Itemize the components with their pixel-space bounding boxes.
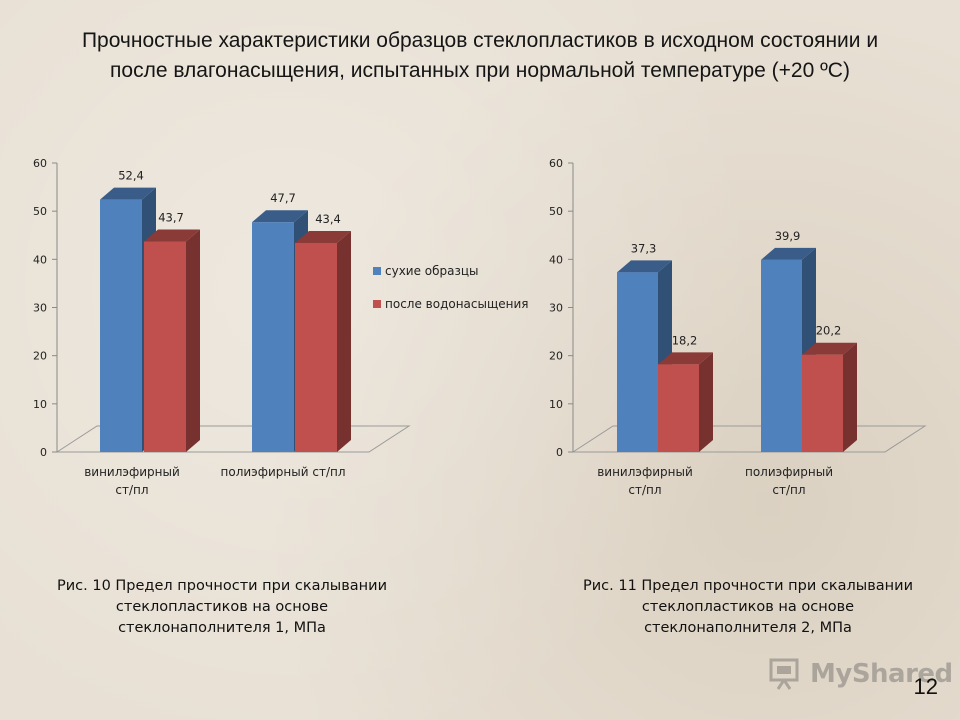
caption-line: стеклонаполнителя 1, МПа bbox=[118, 620, 326, 636]
category-label: винилэфирный ст/пл bbox=[84, 465, 180, 497]
presentation-icon bbox=[769, 658, 799, 690]
caption-line: стеклонаполнителя 2, МПа bbox=[644, 620, 852, 636]
legend-label: сухие образцы bbox=[385, 264, 479, 278]
category-label-line: полиэфирный bbox=[745, 465, 833, 479]
caption-line: стеклопластиков на основе bbox=[641, 599, 855, 615]
caption-line: Рис. 10 Предел прочности при скалывании bbox=[56, 578, 387, 594]
data-label: 43,7 bbox=[158, 211, 184, 225]
bar bbox=[658, 364, 699, 452]
category-label-line: винилэфирный bbox=[597, 465, 693, 479]
y-tick-label: 40 bbox=[549, 253, 563, 266]
legend: сухие образцы после водонасыщения bbox=[373, 264, 529, 311]
watermark-logo: MyShared bbox=[768, 654, 953, 694]
bar bbox=[802, 354, 843, 452]
data-label: 52,4 bbox=[118, 169, 144, 183]
legend-swatch bbox=[373, 300, 381, 308]
y-tick-label: 20 bbox=[549, 350, 563, 363]
data-label: 20,2 bbox=[816, 324, 842, 338]
data-label: 39,9 bbox=[775, 229, 801, 243]
bar bbox=[295, 242, 337, 452]
bar bbox=[617, 272, 658, 452]
bar-side bbox=[186, 229, 200, 452]
bar bbox=[761, 259, 802, 452]
bar-top bbox=[658, 352, 713, 365]
data-label: 37,3 bbox=[631, 241, 657, 255]
caption-figure-10: Рис. 10 Предел прочности при скалывании … bbox=[22, 576, 422, 639]
page-number: 12 bbox=[913, 674, 938, 699]
caption-line: стеклопластиков на основе bbox=[115, 599, 329, 615]
y-tick-label: 0 bbox=[556, 446, 563, 459]
bar-chart-1: 0 10 20 30 40 50 60 52,4 47,7 43,7 43,4 винилэфирны… bbox=[33, 157, 411, 497]
y-tick-label: 10 bbox=[549, 398, 563, 411]
legend-swatch bbox=[373, 267, 381, 275]
y-tick-label: 50 bbox=[33, 205, 47, 218]
y-tick-label: 30 bbox=[33, 302, 47, 315]
category-label: винилэфирный ст/пл bbox=[597, 465, 693, 497]
bar-chart-2: 0 10 20 30 40 50 60 37,3 39,9 18,2 20,2 винилэфирны… bbox=[549, 157, 927, 497]
y-tick-label: 30 bbox=[549, 302, 563, 315]
data-label: 43,4 bbox=[315, 212, 341, 226]
category-label: полиэфирный ст/пл bbox=[221, 465, 346, 479]
bar bbox=[144, 241, 186, 452]
bar-side bbox=[843, 342, 857, 452]
bar bbox=[252, 222, 294, 452]
bar-top bbox=[144, 229, 200, 242]
y-tick-label: 20 bbox=[33, 350, 47, 363]
y-tick-label: 0 bbox=[40, 446, 47, 459]
y-tick-label: 60 bbox=[549, 157, 563, 170]
y-tick-label: 60 bbox=[33, 157, 47, 170]
bar-side bbox=[337, 230, 351, 452]
category-label-line: винилэфирный bbox=[84, 465, 180, 479]
bar-top bbox=[617, 260, 672, 273]
legend-label: после водонасыщения bbox=[385, 297, 529, 311]
slide-title: Прочностные характеристики образцов стек… bbox=[81, 29, 879, 82]
category-label-line: ст/пл bbox=[115, 483, 148, 497]
caption-line: Рис. 11 Предел прочности при скалывании bbox=[582, 578, 913, 594]
y-tick-label: 40 bbox=[33, 253, 47, 266]
bar-top bbox=[252, 210, 308, 223]
y-tick-label: 50 bbox=[549, 205, 563, 218]
category-label-line: ст/пл bbox=[628, 483, 661, 497]
watermark-text: MyShared bbox=[810, 659, 953, 689]
bar-top bbox=[802, 342, 857, 355]
category-label-line: полиэфирный ст/пл bbox=[221, 465, 346, 479]
data-label: 47,7 bbox=[270, 191, 296, 205]
bar bbox=[100, 199, 142, 452]
bar-top bbox=[100, 187, 156, 200]
bar-top bbox=[295, 230, 351, 243]
bar-top bbox=[761, 247, 816, 260]
category-label: полиэфирный ст/пл bbox=[745, 465, 833, 497]
category-label-line: ст/пл bbox=[772, 483, 805, 497]
bar-side bbox=[699, 352, 713, 452]
caption-figure-11: Рис. 11 Предел прочности при скалывании … bbox=[548, 576, 948, 639]
y-tick-label: 10 bbox=[33, 398, 47, 411]
data-label: 18,2 bbox=[672, 333, 698, 347]
